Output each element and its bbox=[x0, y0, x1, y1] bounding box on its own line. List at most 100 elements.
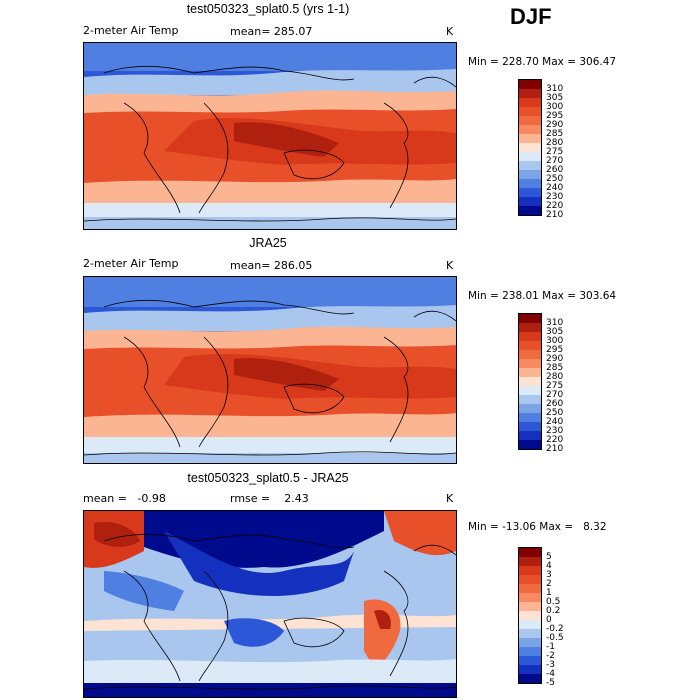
colorbar-label: 310 bbox=[546, 318, 564, 328]
colorbar-label: -2 bbox=[546, 651, 555, 661]
panel-diff-rmse: rmse = 2.43 bbox=[230, 492, 309, 505]
colorbar-segment bbox=[519, 440, 541, 449]
colorbar-segment bbox=[519, 143, 541, 152]
colorbar-segment bbox=[519, 188, 541, 197]
colorbar-segment bbox=[519, 395, 541, 404]
colorbar-segment bbox=[519, 134, 541, 143]
colorbar-segment bbox=[519, 638, 541, 647]
panel-diff-mean: mean = -0.98 bbox=[83, 492, 166, 505]
colorbar-label: 305 bbox=[546, 93, 564, 103]
colorbar-segment bbox=[519, 584, 541, 593]
panel-obs-variable: 2-meter Air Temp bbox=[83, 257, 179, 270]
colorbar-label: 0.5 bbox=[546, 597, 561, 607]
colorbar-label: 275 bbox=[546, 381, 564, 391]
colorbar-segment bbox=[519, 359, 541, 368]
panel-obs-units: K bbox=[446, 259, 454, 272]
colorbar-label: 280 bbox=[546, 138, 564, 148]
panel-model-variable: 2-meter Air Temp bbox=[83, 24, 179, 37]
season-label: DJF bbox=[510, 4, 552, 29]
colorbar-label: 290 bbox=[546, 354, 564, 364]
colorbar-segment bbox=[519, 602, 541, 611]
colorbar-segment bbox=[519, 566, 541, 575]
colorbar-segment bbox=[519, 89, 541, 98]
colorbar-label: 210 bbox=[546, 444, 564, 454]
colorbar-label: 310 bbox=[546, 84, 564, 94]
colorbar-segment bbox=[519, 557, 541, 566]
colorbar-label: 250 bbox=[546, 408, 564, 418]
colorbar-segment bbox=[519, 593, 541, 602]
colorbar-label: 290 bbox=[546, 120, 564, 130]
colorbar-segment bbox=[519, 422, 541, 431]
panel-obs-minmax: Min = 238.01 Max = 303.64 bbox=[468, 290, 617, 302]
colorbar-segment bbox=[519, 386, 541, 395]
panel-model-map bbox=[83, 42, 457, 230]
colorbar-segment bbox=[519, 656, 541, 665]
colorbar-label: -1 bbox=[546, 642, 555, 652]
panel-obs-colorbar bbox=[518, 313, 542, 450]
temperature-difference-map bbox=[84, 511, 456, 697]
colorbar-segment bbox=[519, 611, 541, 620]
colorbar-segment bbox=[519, 548, 541, 557]
colorbar-label: 220 bbox=[546, 201, 564, 211]
colorbar-label: 270 bbox=[546, 156, 564, 166]
colorbar-segment bbox=[519, 620, 541, 629]
colorbar-label: 210 bbox=[546, 210, 564, 220]
colorbar-label: -3 bbox=[546, 660, 555, 670]
colorbar-segment bbox=[519, 350, 541, 359]
colorbar-label: 0 bbox=[546, 615, 552, 625]
panel-obs-colorbar-labels: 310 305 300 295 290 285 280 275 270 260 … bbox=[546, 318, 586, 458]
colorbar-segment bbox=[519, 206, 541, 215]
colorbar-label: 295 bbox=[546, 345, 564, 355]
colorbar-label: 305 bbox=[546, 327, 564, 337]
colorbar-segment bbox=[519, 629, 541, 638]
colorbar-segment bbox=[519, 314, 541, 323]
colorbar-segment bbox=[519, 665, 541, 674]
colorbar-segment bbox=[519, 674, 541, 683]
colorbar-label: 4 bbox=[546, 561, 552, 571]
colorbar-segment bbox=[519, 107, 541, 116]
colorbar-label: 3 bbox=[546, 570, 552, 580]
colorbar-label: 260 bbox=[546, 165, 564, 175]
colorbar-segment bbox=[519, 161, 541, 170]
colorbar-label: 240 bbox=[546, 417, 564, 427]
colorbar-label: 270 bbox=[546, 390, 564, 400]
panel-diff-units: K bbox=[446, 492, 454, 505]
colorbar-segment bbox=[519, 323, 541, 332]
colorbar-segment bbox=[519, 431, 541, 440]
colorbar-label: 295 bbox=[546, 111, 564, 121]
colorbar-label: 1 bbox=[546, 588, 552, 598]
panel-obs-map bbox=[83, 276, 457, 464]
colorbar-label: 230 bbox=[546, 426, 564, 436]
panel-model-minmax: Min = 228.70 Max = 306.47 bbox=[468, 56, 617, 68]
colorbar-label: 300 bbox=[546, 336, 564, 346]
colorbar-segment bbox=[519, 170, 541, 179]
colorbar-segment bbox=[519, 125, 541, 134]
panel-diff-map bbox=[83, 510, 457, 698]
colorbar-label: 5 bbox=[546, 552, 552, 562]
panel-obs-mean: mean= 286.05 bbox=[230, 259, 313, 272]
colorbar-segment bbox=[519, 197, 541, 206]
panel-diff-minmax: Min = -13.06 Max = 8.32 bbox=[468, 521, 607, 533]
colorbar-label: 230 bbox=[546, 192, 564, 202]
colorbar-label: -0.2 bbox=[546, 624, 564, 634]
panel-diff-colorbar bbox=[518, 547, 542, 684]
panel-diff-title: test050323_splat0.5 - JRA25 bbox=[187, 471, 349, 485]
panel-model-colorbar-labels: 310 305 300 295 290 285 280 275 270 260 … bbox=[546, 84, 586, 224]
colorbar-segment bbox=[519, 152, 541, 161]
colorbar-segment bbox=[519, 98, 541, 107]
colorbar-label: 300 bbox=[546, 102, 564, 112]
colorbar-segment bbox=[519, 377, 541, 386]
panel-model-title: test050323_splat0.5 (yrs 1-1) bbox=[186, 2, 350, 16]
colorbar-label: 260 bbox=[546, 399, 564, 409]
panel-obs-title: JRA25 bbox=[249, 236, 287, 250]
panel-diff-colorbar-labels: 5 4 3 2 1 0.5 0.2 0 -0.2 -0.5 -1 -2 -3 -… bbox=[546, 552, 586, 692]
temperature-map-model bbox=[84, 43, 456, 229]
panel-model-colorbar bbox=[518, 79, 542, 216]
colorbar-label: 280 bbox=[546, 372, 564, 382]
panel-model-mean: mean= 285.07 bbox=[230, 25, 313, 38]
colorbar-segment bbox=[519, 413, 541, 422]
colorbar-segment bbox=[519, 116, 541, 125]
colorbar-label: 285 bbox=[546, 363, 564, 373]
colorbar-label: 250 bbox=[546, 174, 564, 184]
colorbar-label: -0.5 bbox=[546, 633, 564, 643]
